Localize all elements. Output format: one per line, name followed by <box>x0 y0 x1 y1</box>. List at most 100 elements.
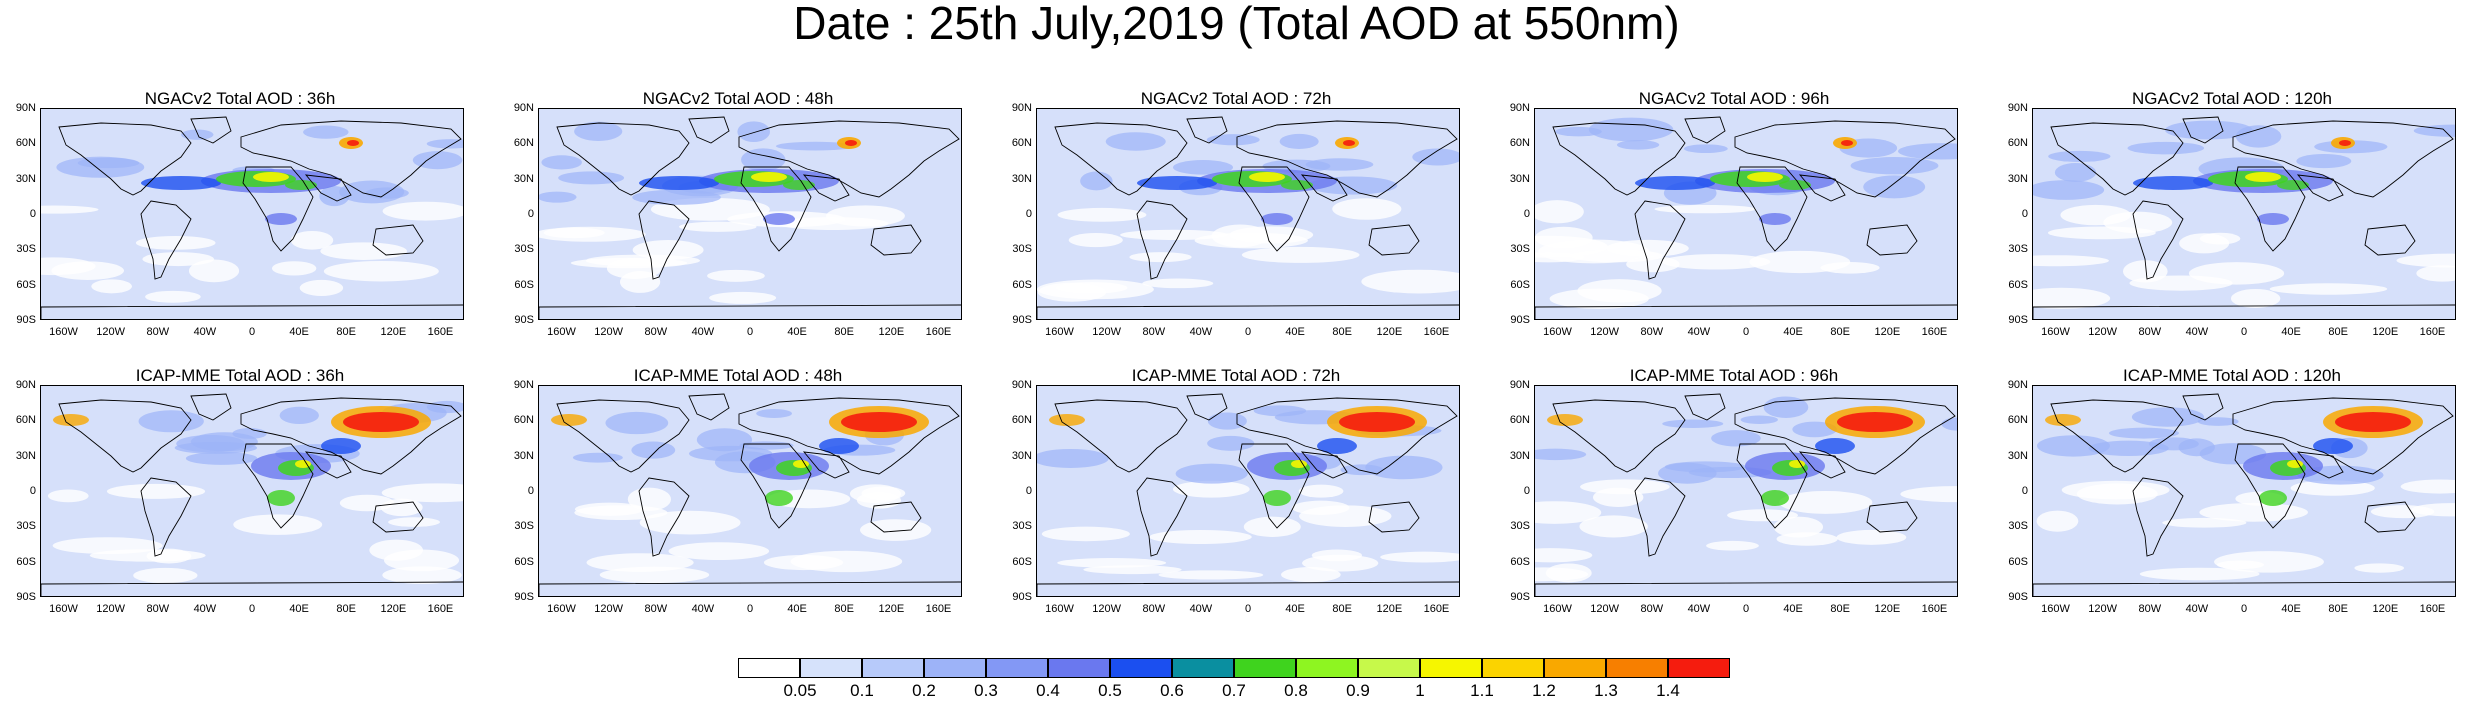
aod-patch <box>2296 153 2352 169</box>
longitude-label: 80E <box>1830 603 1850 615</box>
aod-patch <box>2339 140 2351 146</box>
coastline <box>2364 501 2416 533</box>
aod-patch <box>551 414 587 426</box>
aod-patch <box>41 205 99 214</box>
aod-patch <box>599 566 710 584</box>
panel-title: NGACv2 Total AOD : 120h <box>2131 89 2332 108</box>
aod-patch <box>295 460 311 468</box>
aod-patch <box>1068 233 1123 248</box>
aod-patch <box>1158 570 1264 580</box>
aod-patch <box>185 451 258 465</box>
aod-patch <box>1249 172 1285 182</box>
coastline <box>2182 116 2224 144</box>
aod-patch <box>1380 551 1459 563</box>
aod-patch <box>1535 448 1587 461</box>
map-panel: ICAP-MME Total AOD : 96h 90N 60N 30N 0 30S 60S… <box>1494 367 1974 623</box>
aod-patch <box>1841 140 1853 146</box>
latitude-label: 90S <box>2008 314 2028 326</box>
longitude-label: 40E <box>787 603 807 615</box>
aod-patch <box>1281 567 1341 583</box>
coastline <box>1736 166 1808 252</box>
longitude-label: 40W <box>691 326 715 338</box>
figure-title: Date : 25th July,2019 (Total AOD at 550n… <box>793 0 1680 49</box>
aod-patch <box>2257 213 2289 225</box>
aod-patch <box>1291 460 1307 468</box>
longitude-label: 160E <box>2419 603 2446 615</box>
coastline <box>58 122 192 196</box>
coastline <box>1866 501 1918 533</box>
coastline <box>2033 581 2455 596</box>
aod-patch <box>2370 505 2435 519</box>
colorbar-label: 0.9 <box>1346 681 1370 700</box>
coastline <box>1734 120 1956 198</box>
latitude-label: 60N <box>2007 414 2028 427</box>
aod-patch <box>146 548 192 564</box>
latitude-label: 0 <box>1025 485 1032 497</box>
latitude-label: 90S <box>1510 591 1530 603</box>
aod-patch <box>2103 211 2173 234</box>
coastline <box>2132 200 2184 280</box>
latitude-label: 60N <box>15 414 36 427</box>
aod-patch <box>2139 567 2260 581</box>
longitude-label: 0 <box>248 603 256 615</box>
map-panel: NGACv2 Total AOD : 72h 90N 60N 30N 0 30S 60S 90… <box>996 90 1476 346</box>
aod-patch <box>381 483 463 503</box>
aod-patch <box>1317 438 1357 454</box>
map-panel: NGACv2 Total AOD : 36h 90N 60N 30N 0 30S 60S 90… <box>0 90 480 346</box>
panel-title: ICAP-MME Total AOD : 48h <box>633 366 843 385</box>
latitude-label: 90N <box>2007 379 2028 391</box>
aod-patch <box>1057 558 1167 568</box>
aod-patch <box>2354 563 2405 573</box>
aod-patch <box>539 191 577 203</box>
coastline <box>1136 200 1188 280</box>
aod-patch <box>2413 124 2455 137</box>
longitude-label: 40E <box>2281 326 2301 338</box>
latitude-label: 0 <box>527 485 534 497</box>
longitude-label: 80E <box>2328 326 2348 338</box>
aod-patch <box>1137 176 1217 190</box>
aod-patch <box>2269 283 2388 295</box>
aod-patch <box>339 180 405 204</box>
coastline <box>2182 393 2224 421</box>
aod-patch <box>2178 438 2215 457</box>
aod-patch <box>572 452 623 463</box>
aod-patch <box>860 519 932 541</box>
aod-patch <box>52 537 163 555</box>
coastline <box>2364 224 2416 256</box>
aod-patch <box>1332 198 1402 220</box>
map-field <box>41 393 463 596</box>
aod-patch <box>1850 157 1939 175</box>
aod-patch <box>849 484 901 504</box>
latitude-label: 0 <box>1025 208 1032 220</box>
aod-patch <box>2033 180 2105 200</box>
coastline <box>242 443 314 529</box>
aod-patch <box>2129 275 2233 291</box>
longitude-label: 120W <box>594 603 624 615</box>
latitude-label: 0 <box>1523 485 1530 497</box>
latitude-label: 60S <box>1510 278 1530 291</box>
latitude-label: 60S <box>2008 555 2028 568</box>
longitude-label: 40E <box>787 326 807 338</box>
aod-patch <box>1837 412 1913 432</box>
colorbar-label: 1.3 <box>1594 681 1618 700</box>
aod-patch <box>793 460 809 468</box>
aod-patch <box>1343 140 1355 146</box>
colorbar-swatch <box>1110 658 1172 678</box>
map-field <box>539 393 961 596</box>
aod-patch <box>1900 486 1957 503</box>
latitude-label: 60N <box>513 137 534 150</box>
longitude-label: 160W <box>547 603 576 615</box>
aod-patch <box>1175 463 1248 484</box>
aod-patch <box>639 176 719 190</box>
latitude-label: 60N <box>1509 414 1530 427</box>
aod-patch <box>1365 455 1443 480</box>
colorbar-swatch <box>924 658 986 678</box>
longitude-label: 120W <box>1092 603 1122 615</box>
aod-patch <box>1535 200 1584 224</box>
coastline <box>1798 451 1846 479</box>
latitude-label: 60N <box>1011 414 1032 427</box>
coastline <box>240 120 462 198</box>
aod-patch <box>174 441 258 454</box>
longitude-label: 40E <box>1285 603 1305 615</box>
map-panel: NGACv2 Total AOD : 48h 90N 60N 30N 0 30S 60S 90… <box>498 90 978 346</box>
